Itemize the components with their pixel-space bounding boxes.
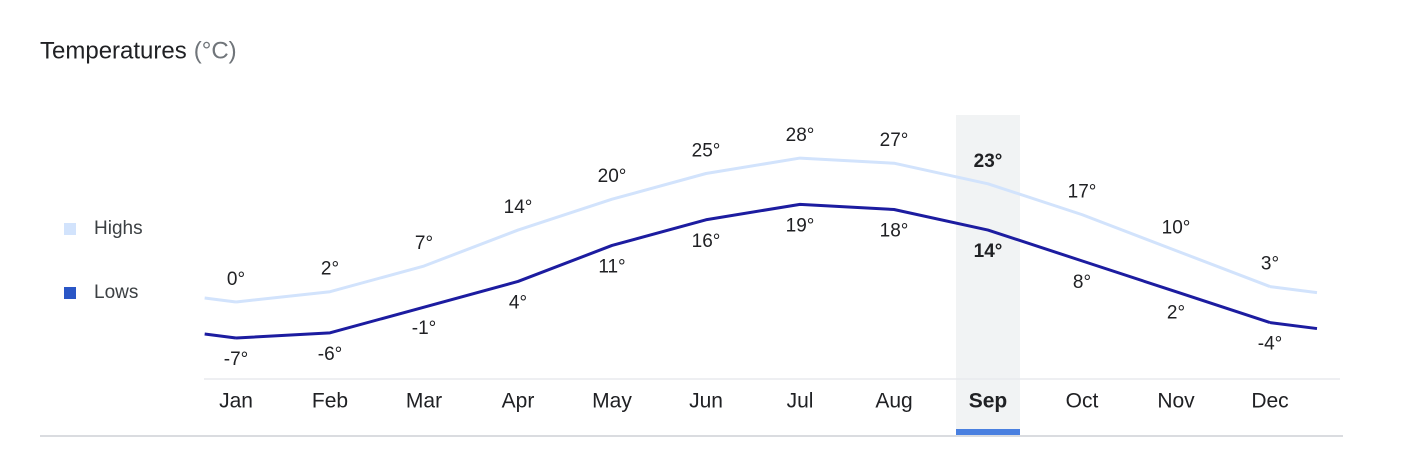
legend-swatch [64,223,76,235]
value-label: 2° [1167,303,1185,324]
value-label: -6° [318,344,343,365]
value-label: 18° [880,220,909,241]
value-label: 0° [227,269,245,290]
value-label: 14° [504,197,533,218]
series-line [235,202,1271,340]
value-label: -7° [224,349,249,370]
value-label: 14° [974,241,1003,262]
x-tick-label: Feb [312,390,348,413]
value-label: -1° [412,318,437,339]
x-tick-label: Dec [1251,390,1288,413]
value-label: 19° [786,215,815,236]
line-stub [204,332,237,340]
x-tick-label: Mar [406,390,442,413]
value-label: 11° [598,256,625,277]
x-tick-label: Nov [1157,390,1195,413]
line-stub [1269,285,1318,295]
value-label: 16° [692,231,721,252]
value-label: 25° [692,141,721,162]
value-label: -4° [1258,334,1283,355]
value-label: 7° [415,233,433,254]
value-label: 20° [598,166,627,187]
x-tick-label: Sep [969,390,1008,413]
value-label: 2° [321,259,339,280]
value-label: 4° [509,292,527,313]
selected-indicator [956,429,1020,435]
value-label: 8° [1073,272,1091,293]
x-tick-label: Aug [875,390,912,413]
selection [956,115,1020,436]
x-tick-label: Jun [689,390,723,413]
legend-label: Highs [94,218,143,239]
value-label: 3° [1261,254,1279,275]
selected-column [956,115,1020,436]
chart-title: Temperatures [40,37,187,64]
unit: (°C) [194,37,237,64]
value-label: 28° [786,125,815,146]
line-stub [1269,321,1318,331]
x-tick-label: Oct [1066,390,1099,413]
x-tick-label: Jul [787,390,814,413]
x-tick-label: Jan [219,390,253,413]
line-stub [204,296,237,304]
value-label: 17° [1068,182,1097,203]
value-label: 10° [1162,218,1191,239]
x-tick-label: May [592,390,632,413]
series-line [235,156,1271,304]
x-tick-label: Apr [502,390,535,413]
value-label: 27° [880,130,909,151]
value-label: 23° [974,151,1003,172]
legend-label: Lows [94,282,138,303]
legend-swatch [64,287,76,299]
